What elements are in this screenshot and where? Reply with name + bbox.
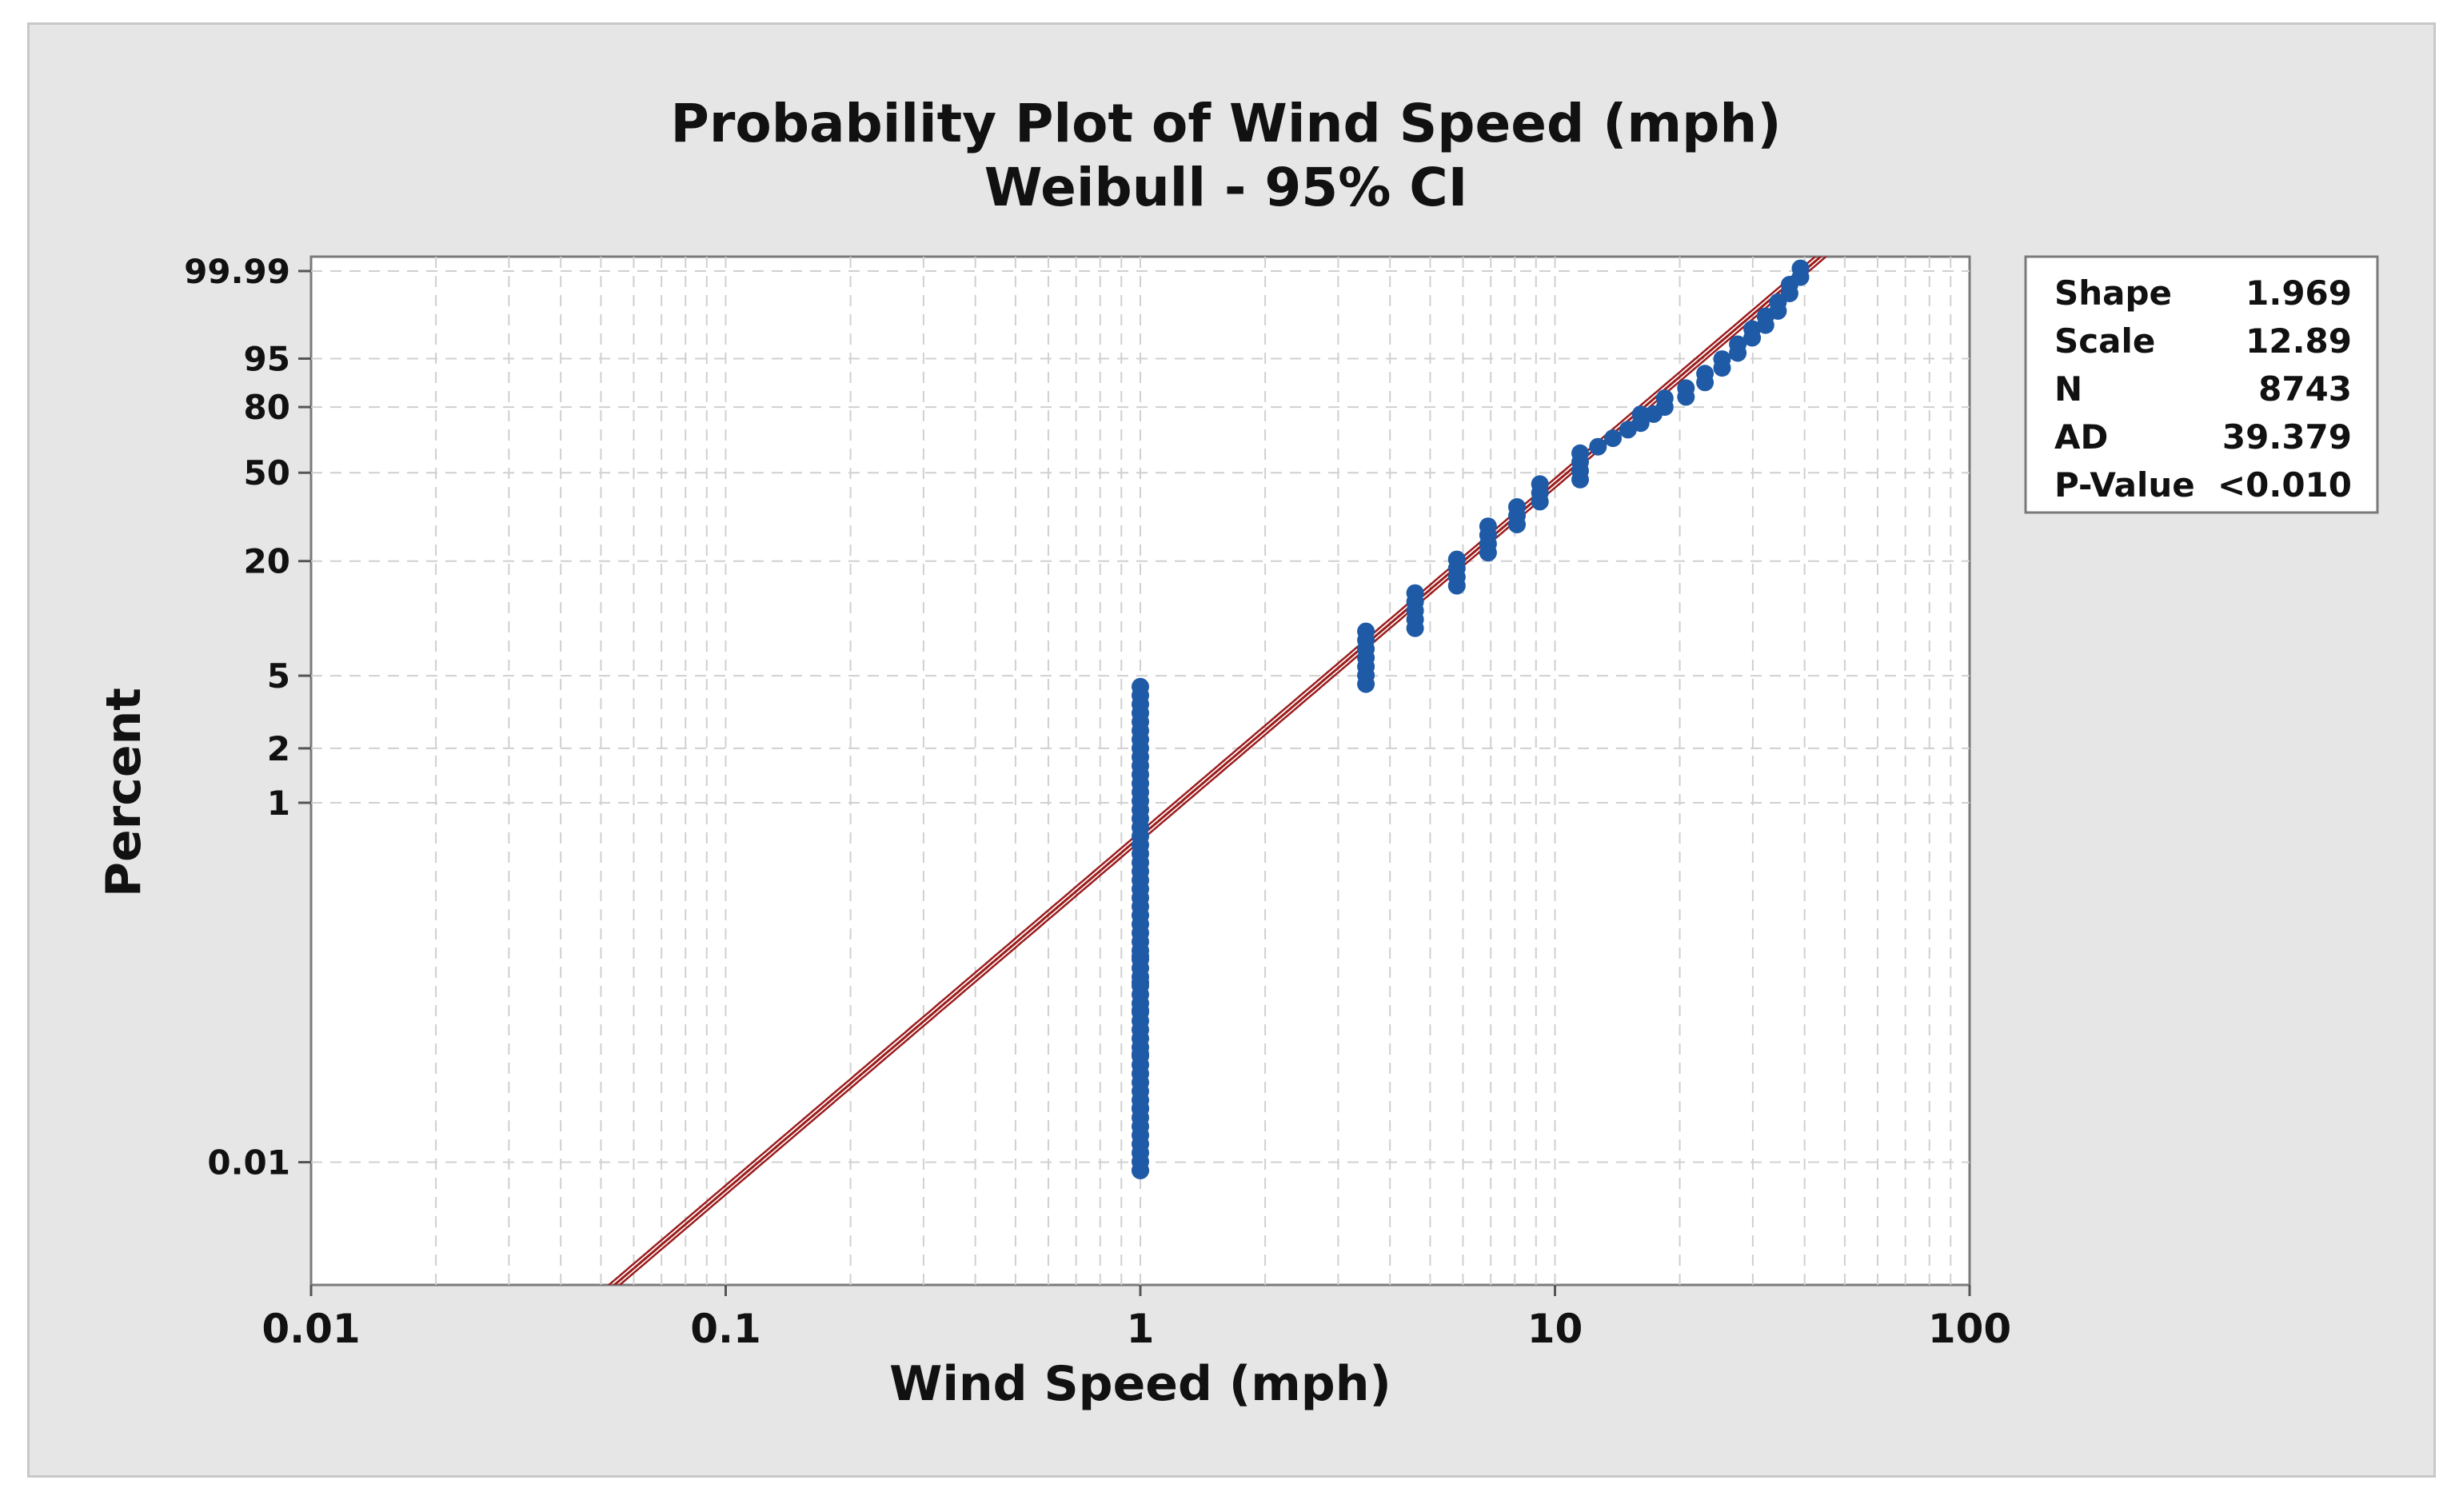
stat-label: N xyxy=(2054,369,2082,409)
data-point xyxy=(1447,550,1466,568)
stat-label: AD xyxy=(2054,417,2108,457)
stat-value: <0.010 xyxy=(2217,465,2352,505)
x-tick-label: 1 xyxy=(1127,1306,1155,1352)
x-tick-label: 0.01 xyxy=(261,1306,360,1352)
data-point xyxy=(1655,389,1674,408)
chart-title: Probability Plot of Wind Speed (mph) xyxy=(670,93,1781,154)
stats-legend: Shape 1.969 Scale 12.89 N 8743 AD 39.379 P-Value… xyxy=(2024,255,2379,514)
data-point xyxy=(1132,973,1149,991)
data-point xyxy=(1631,405,1650,424)
data-point xyxy=(1589,437,1607,456)
x-tick-label: 100 xyxy=(1928,1306,2011,1352)
data-point xyxy=(1508,498,1526,516)
data-points xyxy=(1132,259,1810,1179)
data-point xyxy=(1604,429,1622,448)
data-point xyxy=(1132,1161,1149,1179)
y-tick-label: 0.01 xyxy=(207,1143,290,1182)
x-axis-label: Wind Speed (mph) xyxy=(889,1356,1391,1412)
data-point xyxy=(1791,259,1810,277)
data-point xyxy=(1132,947,1149,966)
y-tick-label: 95 xyxy=(244,340,290,379)
y-axis-ticks: 99.99 95 80 50 20 5 2 1 0.01 xyxy=(184,252,311,1182)
x-axis-ticks: 0.01 0.1 1 10 100 xyxy=(261,1285,2011,1352)
data-point xyxy=(1132,1045,1149,1063)
data-point xyxy=(1571,444,1589,462)
data-point xyxy=(1132,677,1149,696)
y-tick-label: 20 xyxy=(244,542,290,581)
chart-subtitle: Weibull - 95% CI xyxy=(984,157,1468,218)
data-point xyxy=(1479,517,1497,536)
probability-plot: Probability Plot of Wind Speed (mph) Wei… xyxy=(96,93,2379,1412)
y-tick-label: 80 xyxy=(244,388,290,427)
x-tick-label: 0.1 xyxy=(690,1306,761,1352)
y-tick-label: 2 xyxy=(267,729,290,768)
chart-frame: Probability Plot of Wind Speed (mph) Wei… xyxy=(27,22,2436,1478)
y-tick-label: 99.99 xyxy=(184,252,290,291)
data-point xyxy=(1713,350,1731,369)
stat-value: 8743 xyxy=(2258,369,2352,409)
data-point xyxy=(1531,475,1549,493)
y-tick-label: 1 xyxy=(267,784,290,823)
data-point xyxy=(1132,1001,1149,1019)
data-point xyxy=(1357,622,1375,640)
x-tick-label: 10 xyxy=(1527,1306,1583,1352)
y-axis-label: Percent xyxy=(96,688,152,897)
stat-value: 39.379 xyxy=(2222,417,2352,457)
data-point xyxy=(1406,584,1424,602)
data-point xyxy=(1696,365,1715,383)
y-tick-label: 5 xyxy=(267,656,290,696)
data-point xyxy=(1677,379,1695,397)
stat-value: 1.969 xyxy=(2245,273,2352,313)
data-point xyxy=(1743,320,1762,338)
y-tick-label: 50 xyxy=(244,453,290,493)
data-point xyxy=(1729,335,1747,353)
stat-value: 12.89 xyxy=(2245,321,2352,361)
stat-label: Scale xyxy=(2054,321,2155,361)
data-point xyxy=(1132,1099,1149,1117)
stat-label: Shape xyxy=(2054,273,2172,313)
stat-label: P-Value xyxy=(2054,465,2195,505)
